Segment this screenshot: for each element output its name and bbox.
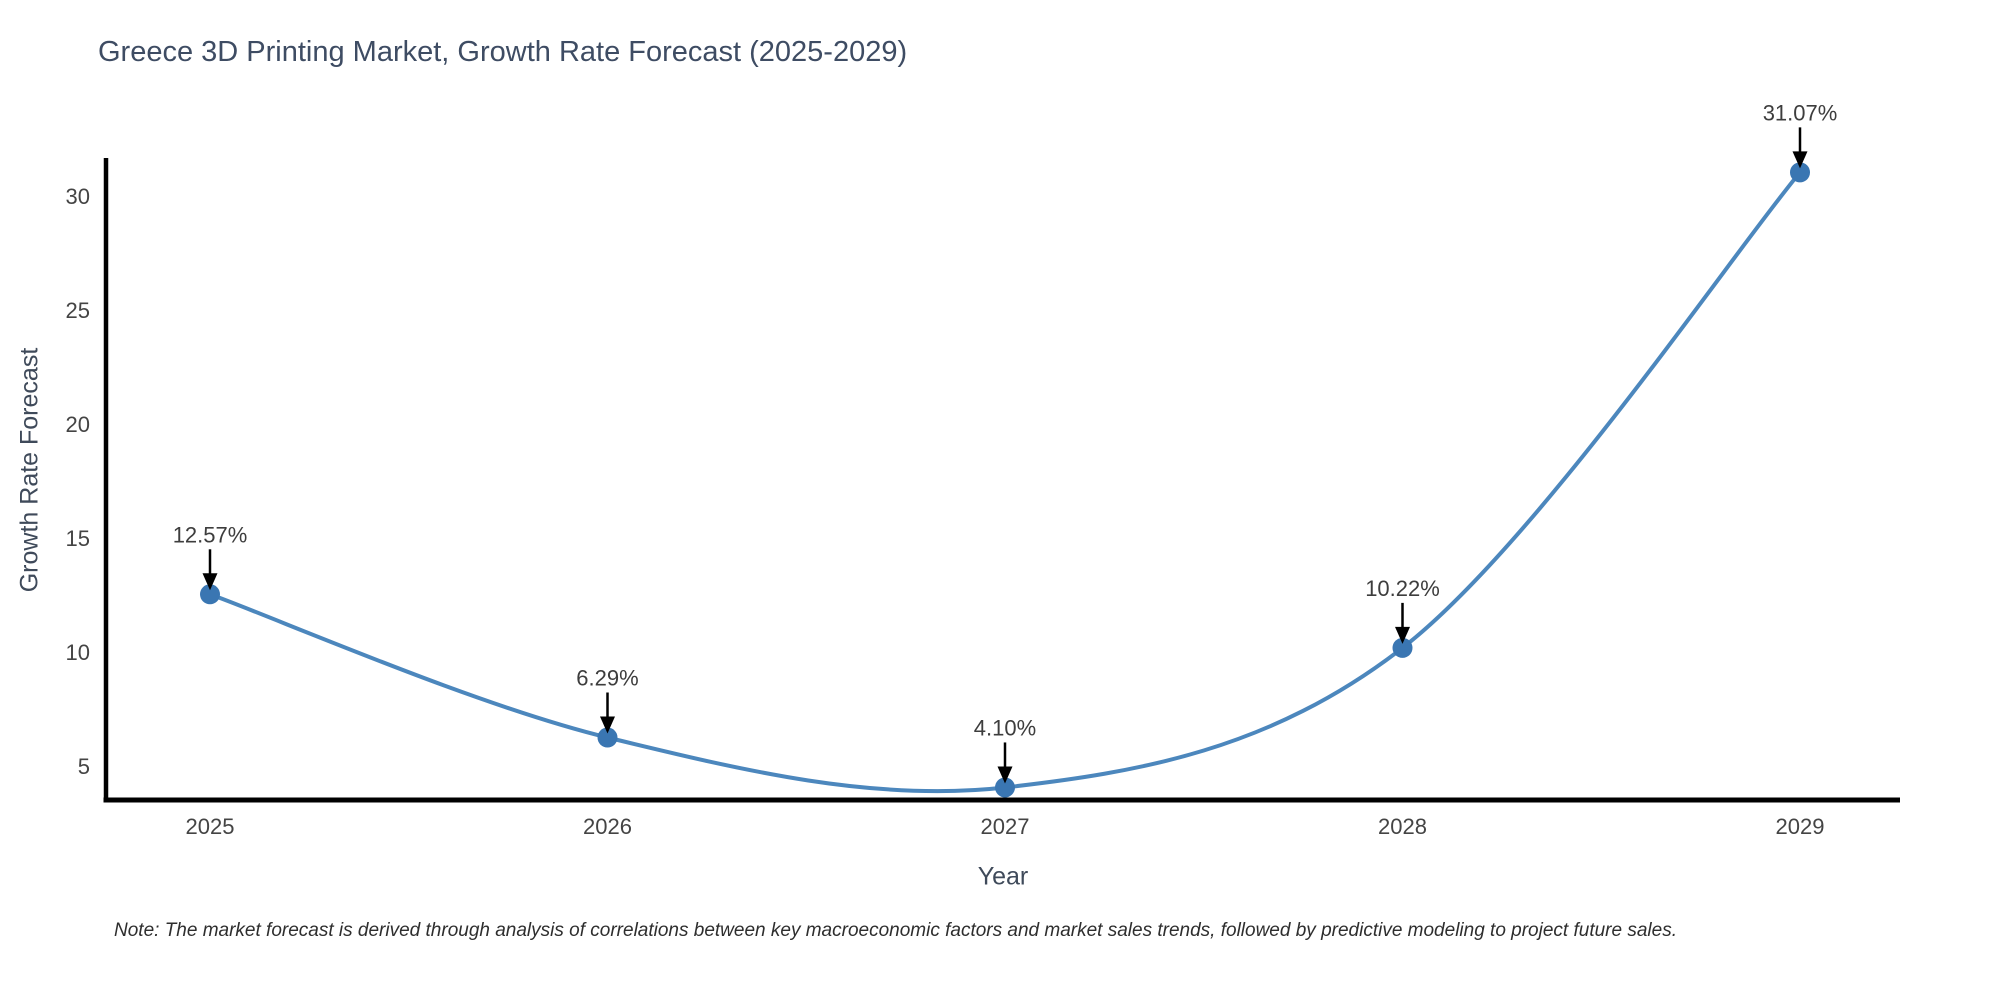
y-axis-title: Growth Rate Forecast xyxy=(15,347,44,593)
chart-title: Greece 3D Printing Market, Growth Rate F… xyxy=(98,36,908,68)
data-point-2027 xyxy=(995,777,1015,798)
data-point-2028 xyxy=(1392,637,1413,658)
annotation-arrow-head-2028 xyxy=(1395,626,1410,644)
x-tick-label-2026: 2026 xyxy=(583,814,632,839)
y-tick-label-5: 5 xyxy=(78,754,90,779)
annotation-arrow-head-2026 xyxy=(600,716,615,734)
x-tick-label-2028: 2028 xyxy=(1378,814,1427,839)
x-tick-label-2027: 2027 xyxy=(981,814,1030,839)
annotation-arrow-head-2029 xyxy=(1792,151,1808,169)
annotation-arrow-head-2025 xyxy=(202,573,218,591)
x-tick-label-2025: 2025 xyxy=(186,814,235,839)
annotation-label-2026: 6.29% xyxy=(576,666,638,691)
data-point-2026 xyxy=(597,727,618,748)
annotation-label-2027: 4.10% xyxy=(974,715,1036,740)
x-tick-label-2029: 2029 xyxy=(1776,814,1825,839)
y-tick-label-30: 30 xyxy=(66,184,90,209)
y-tick-label-25: 25 xyxy=(66,298,90,323)
annotation-label-2029: 31.07% xyxy=(1763,100,1838,125)
annotation-label-2028: 10.22% xyxy=(1365,576,1440,601)
data-point-2029 xyxy=(1790,162,1810,183)
y-tick-label-10: 10 xyxy=(66,640,90,665)
data-point-2025 xyxy=(200,584,220,605)
forecast-line xyxy=(208,170,1802,794)
annotation-arrow-head-2027 xyxy=(997,766,1013,784)
footnote: Note: The market forecast is derived thr… xyxy=(114,920,1677,941)
x-axis-title: Year xyxy=(977,862,1029,891)
y-tick-label-20: 20 xyxy=(66,412,90,437)
annotation-label-2025: 12.57% xyxy=(173,522,248,547)
y-tick-label-15: 15 xyxy=(66,526,90,551)
